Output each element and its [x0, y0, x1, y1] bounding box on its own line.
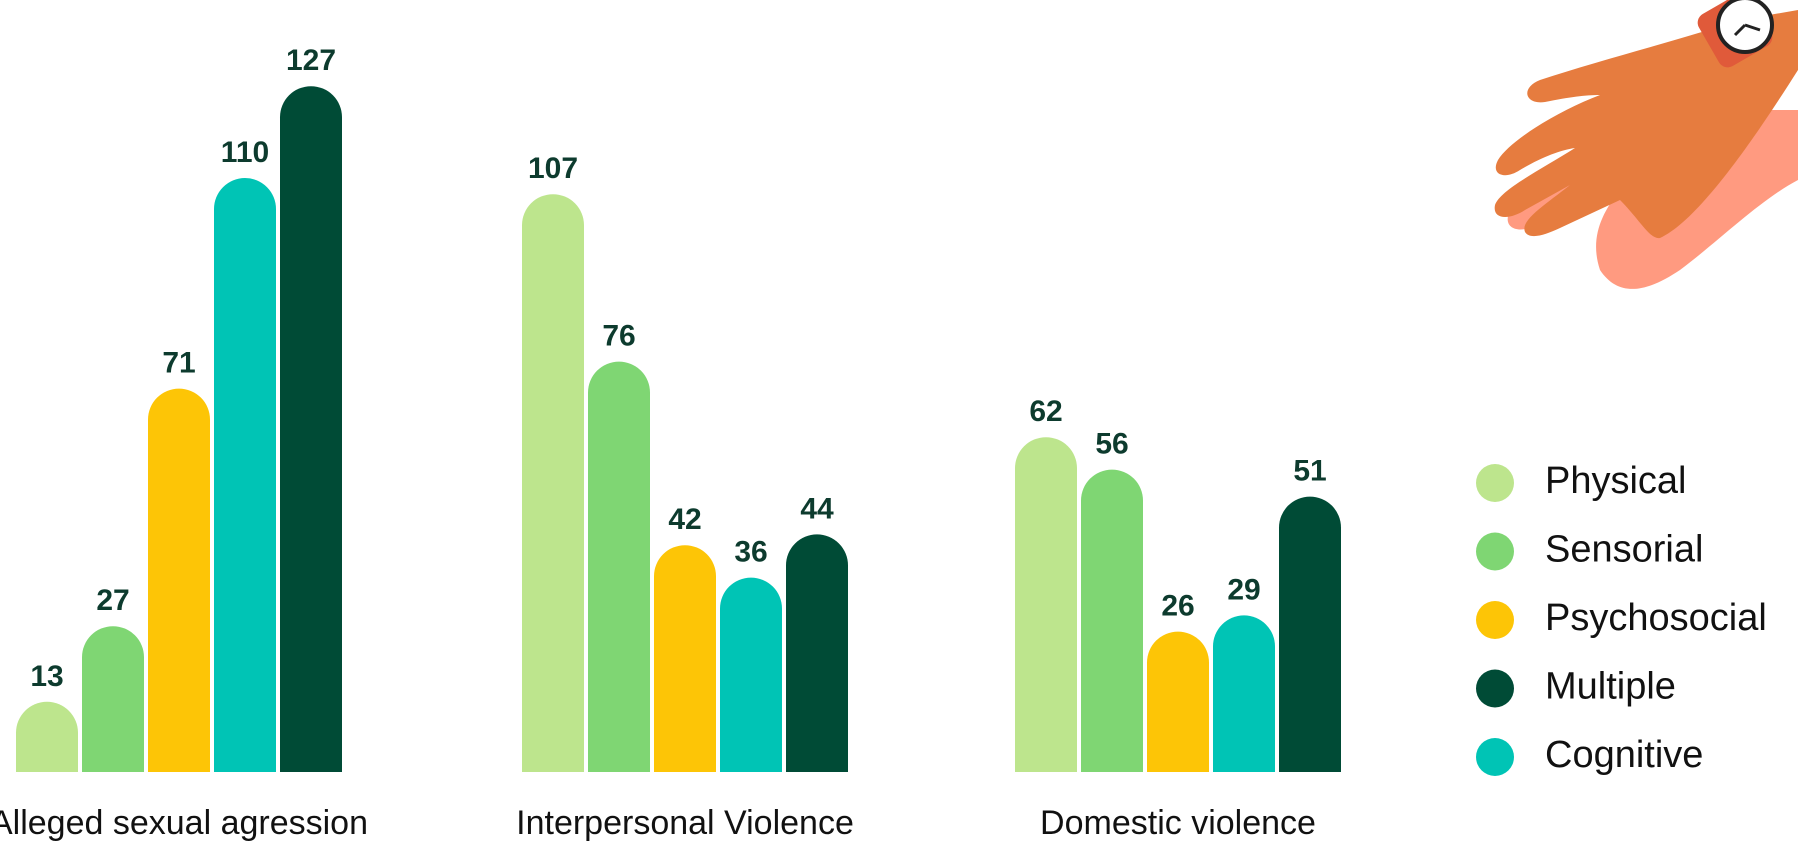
bar: [1015, 437, 1077, 772]
value-label: 13: [30, 660, 63, 693]
legend-swatch: [1476, 601, 1514, 639]
bar: [1081, 470, 1143, 772]
legend-label: Physical: [1545, 460, 1687, 502]
bar: [82, 626, 144, 772]
category-label: Alleged sexual agression: [0, 804, 368, 842]
value-label: 42: [668, 503, 701, 536]
hand-illustration: [1495, 0, 1798, 289]
legend-label: Sensorial: [1545, 529, 1703, 571]
legend-swatch: [1476, 738, 1514, 776]
category-label: Domestic violence: [1040, 804, 1316, 842]
bar: [588, 362, 650, 772]
value-label: 27: [96, 584, 129, 617]
legend-label: Multiple: [1545, 666, 1676, 708]
bar: [786, 534, 848, 772]
chart: 13 27 71 110 127 Alleged sexual agression 107 7…: [0, 0, 1798, 844]
value-label: 26: [1161, 590, 1194, 623]
value-label: 76: [602, 320, 635, 353]
bar: [1147, 632, 1209, 772]
value-label: 71: [162, 347, 195, 380]
value-label: 51: [1293, 455, 1326, 488]
legend-swatch: [1476, 533, 1514, 571]
value-label: 36: [734, 536, 767, 569]
bar: [214, 178, 276, 772]
value-label: 107: [528, 152, 578, 185]
legend-label: Cognitive: [1545, 734, 1703, 776]
value-label: 62: [1029, 395, 1062, 428]
bar: [16, 702, 78, 772]
value-label: 110: [221, 136, 269, 169]
value-label: 127: [286, 44, 336, 77]
bar: [522, 194, 584, 772]
bar: [654, 545, 716, 772]
value-label: 29: [1227, 573, 1260, 606]
bar: [1213, 615, 1275, 772]
category-label: Interpersonal Violence: [516, 804, 854, 842]
legend-label: Psychosocial: [1545, 597, 1767, 639]
value-label: 56: [1095, 428, 1128, 461]
bar: [720, 578, 782, 772]
bar: [280, 86, 342, 772]
legend-swatch: [1476, 670, 1514, 708]
bar: [1279, 497, 1341, 772]
legend-swatch: [1476, 464, 1514, 502]
bar: [148, 389, 210, 772]
value-label: 44: [800, 492, 834, 525]
